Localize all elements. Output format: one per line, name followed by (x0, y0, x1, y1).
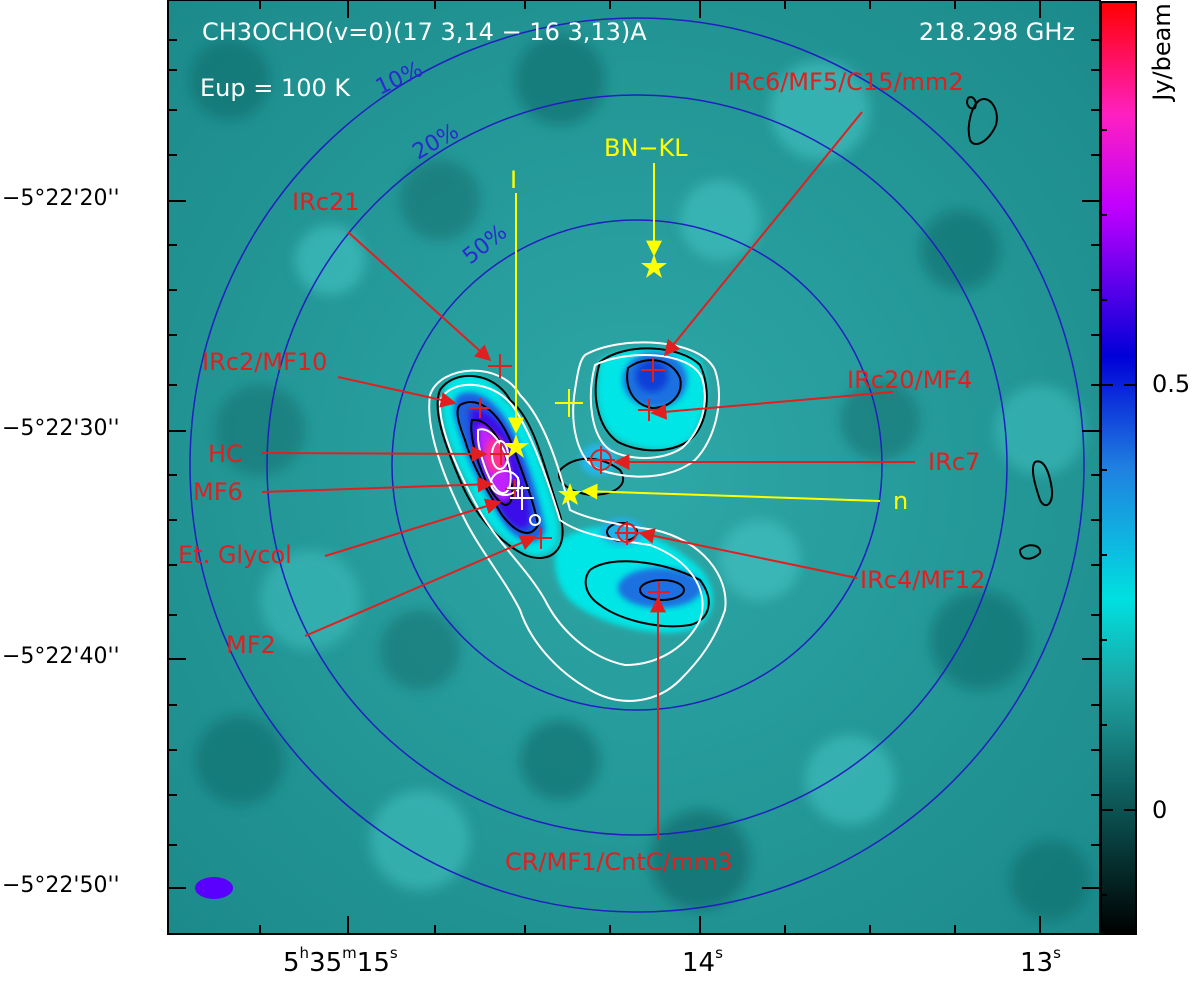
eup-label: Eup = 100 K (200, 74, 351, 102)
colorbar (1101, 2, 1136, 934)
dec-label-20: −5°22'20'' (2, 186, 120, 211)
colorbar-frame (1100, 1, 1137, 935)
label-etglycol: Et. Glycol (178, 541, 292, 569)
source-labels: IRc6/MF5/C15/mm2 IRc21 IRc2/MF10 HC MF6 … (178, 68, 985, 876)
red-crosses (470, 354, 670, 603)
frequency-label: 218.298 GHz (919, 18, 1075, 46)
contour-black-south (584, 560, 710, 628)
contour-black-east (1031, 460, 1054, 507)
ra-label-14: 14s (682, 944, 723, 978)
arrow-source-n (581, 483, 881, 502)
contour-white-2 (438, 383, 704, 667)
colorbar-tick-05: 0.5 (1152, 370, 1191, 398)
bnkl-star (641, 254, 667, 278)
ra-hours: 5 (283, 948, 300, 978)
ra-13-value: 13 (1020, 948, 1054, 978)
colorbar-unit: Jy/beam (1148, 3, 1176, 102)
beam-ellipse (195, 877, 233, 899)
colorbar-ticks (1101, 129, 1136, 896)
ra-minutes: 35 (309, 948, 343, 978)
label-hc: HC (208, 440, 243, 468)
contour-black-1 (456, 401, 540, 534)
contour-black-outer (436, 374, 564, 560)
contour-black-ne-2 (966, 96, 977, 110)
yellow-cross (555, 389, 583, 417)
contour-black-ne (967, 98, 998, 145)
beam-circle-10 (189, 17, 1085, 913)
label-irc21: IRc21 (292, 188, 360, 216)
source-n-star (558, 483, 582, 505)
yellow-stars (503, 254, 667, 505)
label-source-i: I (510, 166, 517, 194)
label-mf2: MF2 (226, 631, 276, 659)
dec-label-30: −5°22'30'' (2, 416, 120, 441)
yellow-labels: BN−KL I n (510, 134, 908, 515)
label-irc6: IRc6/MF5/C15/mm2 (728, 68, 964, 96)
arrow-mf2 (304, 535, 537, 637)
intensity-map: 50% 20% 10% CH3OCHO(v=0)(17 3,14 − 16 3,… (168, 0, 1100, 934)
contour-black-east-2 (1018, 544, 1042, 560)
contour-black-ircnw-2 (626, 359, 682, 410)
label-mf6: MF6 (193, 478, 243, 506)
arrow-etglycol (324, 498, 502, 557)
yellow-markers (508, 163, 881, 502)
label-irc7: IRc7 (928, 448, 980, 476)
label-irc20: IRc20/MF4 (847, 366, 972, 394)
ra-14-value: 14 (682, 948, 716, 978)
label-irc4: IRc4/MF12 (860, 566, 985, 594)
axis-ticks (168, 0, 1100, 934)
ra-seconds: 15 (356, 948, 390, 978)
line-name-title: CH3OCHO(v=0)(17 3,14 − 16 3,13)A (202, 18, 647, 46)
label-source-n: n (893, 487, 908, 515)
ra-label-13: 13s (1020, 944, 1061, 978)
arrow-irc2 (337, 376, 457, 408)
dec-label-50: −5°22'50'' (2, 873, 120, 898)
arrow-irc4 (638, 528, 858, 579)
arrow-irc21 (347, 231, 492, 362)
label-irc2: IRc2/MF10 (202, 348, 327, 376)
arrow-irc20 (650, 391, 894, 420)
noise-texture (190, 35, 1090, 920)
arrow-mf6 (261, 476, 494, 493)
contour-white-ircnw (572, 341, 720, 478)
contour-white-outer (428, 369, 727, 702)
beam-circle-50 (391, 219, 883, 711)
source-i-star (503, 434, 529, 458)
contour-white-small (529, 514, 541, 526)
primary-beam-circles (189, 17, 1085, 913)
ra-label-15: 5h35m15s (283, 944, 398, 978)
contour-white-ircnw-2 (589, 354, 706, 459)
label-cr: CR/MF1/CntC/mm3 (505, 848, 733, 876)
arrow-irc6 (663, 111, 863, 357)
colorbar-tick-0: 0 (1152, 796, 1168, 824)
label-bnkl: BN−KL (604, 134, 688, 162)
dec-label-40: −5°22'40'' (2, 644, 120, 669)
red-arrows (261, 111, 915, 840)
beam-circle-20 (266, 94, 1008, 836)
arrow-hc (261, 445, 488, 462)
white-crosses (507, 477, 534, 510)
